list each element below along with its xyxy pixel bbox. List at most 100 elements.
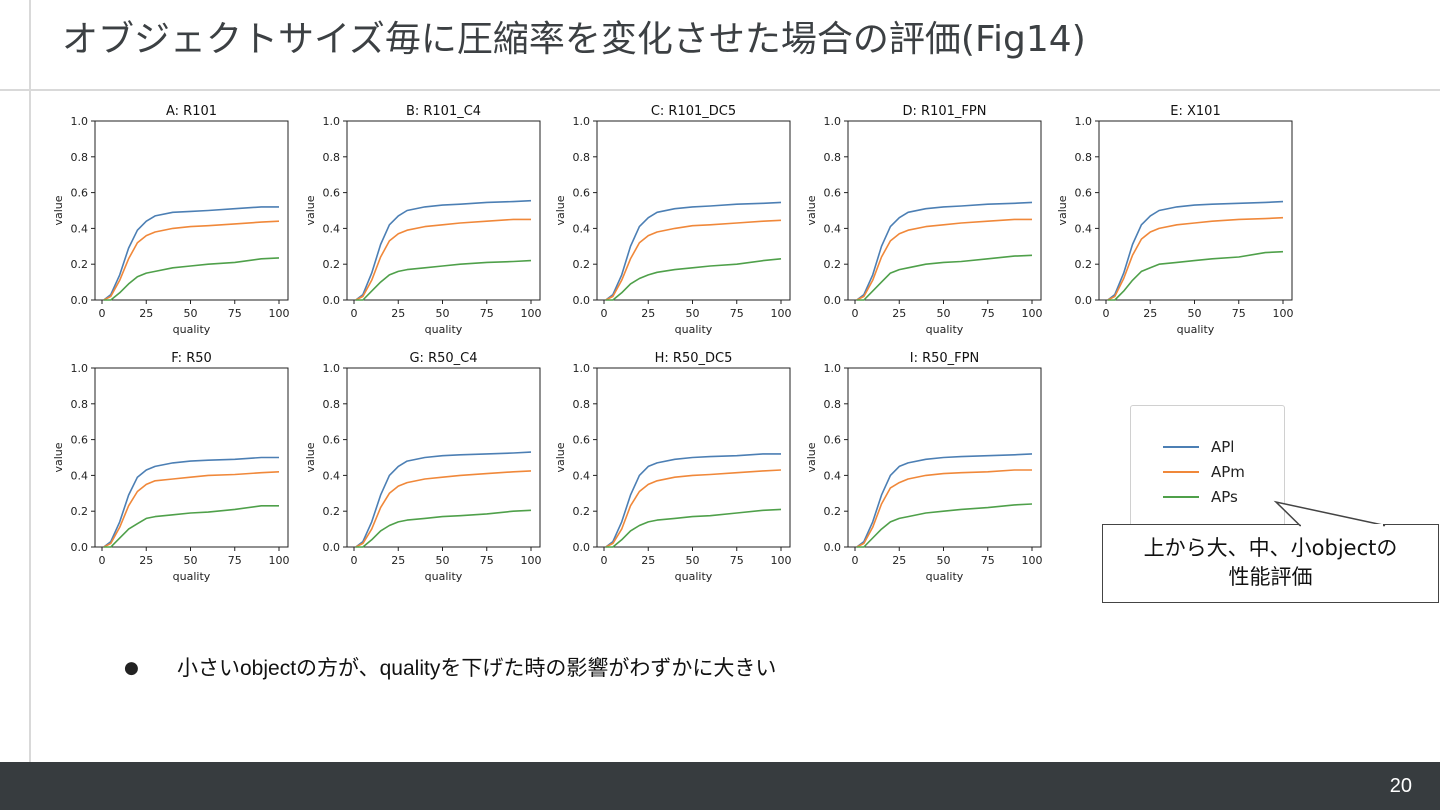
bullet-text: 小さいobjectの方が、qualityを下げた時の影響がわずかに大きい <box>177 657 777 680</box>
x-tick-label: 75 <box>1232 307 1246 320</box>
y-axis-label: value <box>1056 195 1069 225</box>
series-line-apl <box>605 453 781 548</box>
x-axis-label: quality <box>1177 323 1215 336</box>
legend-label-apl: APl <box>1211 438 1235 456</box>
y-tick-label: 0.0 <box>824 541 842 554</box>
y-tick-label: 0.4 <box>323 469 341 482</box>
y-tick-label: 1.0 <box>1075 115 1093 128</box>
y-tick-label: 0.8 <box>71 398 89 411</box>
x-tick-label: 50 <box>184 307 198 320</box>
x-tick-label: 50 <box>436 307 450 320</box>
bullet-dot-icon: ● <box>124 658 139 678</box>
plot-frame <box>596 120 791 301</box>
x-tick-label: 100 <box>1022 307 1043 320</box>
plot-frame <box>346 120 541 301</box>
chart-title: I: R50_FPN <box>910 351 979 366</box>
y-tick-label: 0.8 <box>323 398 341 411</box>
series-line-aps <box>355 259 532 301</box>
y-tick-label: 1.0 <box>824 115 842 128</box>
series-line-apl <box>856 453 1033 548</box>
x-tick-label: 0 <box>852 307 859 320</box>
y-tick-label: 0.2 <box>573 258 591 271</box>
y-tick-label: 0.8 <box>824 398 842 411</box>
y-tick-label: 1.0 <box>323 115 341 128</box>
x-axis-label: quality <box>926 323 964 336</box>
series-line-aps <box>605 258 782 301</box>
legend-label-aps: APs <box>1211 488 1238 506</box>
y-tick-label: 0.4 <box>1075 222 1093 235</box>
chart-3: C: R101_DC5 0.0 0.2 0.4 0.6 0.8 1.0 0 25 50 75 100 q… <box>554 104 792 336</box>
y-tick-label: 0.4 <box>824 469 842 482</box>
x-axis-label: quality <box>425 570 463 583</box>
x-tick-label: 50 <box>937 307 951 320</box>
series-line-apm <box>1107 216 1284 301</box>
y-axis-label: value <box>52 442 65 472</box>
y-tick-label: 1.0 <box>71 362 89 375</box>
series-line-apl <box>1107 200 1284 301</box>
y-tick-label: 1.0 <box>323 362 341 375</box>
legend-swatch-apl <box>1163 446 1199 448</box>
y-axis-label: value <box>52 195 65 225</box>
y-tick-label: 1.0 <box>573 115 591 128</box>
y-tick-label: 0.2 <box>1075 258 1093 271</box>
series-line-apm <box>856 469 1032 548</box>
legend-swatch-aps <box>1163 496 1199 498</box>
x-tick-label: 0 <box>99 307 106 320</box>
y-tick-label: 0.2 <box>824 505 842 518</box>
x-tick-label: 50 <box>1188 307 1202 320</box>
x-tick-label: 25 <box>641 307 655 320</box>
chart-title: C: R101_DC5 <box>651 104 736 119</box>
chart-title: B: R101_C4 <box>406 104 481 119</box>
callout-box: 上から大、中、小objectの 性能評価 <box>1102 524 1439 603</box>
y-axis-label: value <box>554 195 567 225</box>
plot-frame <box>94 120 289 301</box>
chart-5: E: X101 0.0 0.2 0.4 0.6 0.8 1.0 0 25 50 75 100 quali… <box>1056 104 1294 336</box>
series-line-apm <box>355 218 531 301</box>
x-tick-label: 0 <box>1103 307 1110 320</box>
y-tick-label: 0.6 <box>71 187 89 200</box>
series-line-aps <box>355 509 532 548</box>
series-line-apl <box>856 201 1033 301</box>
chart-6: F: R50 0.0 0.2 0.4 0.6 0.8 1.0 0 25 50 75 100 qualit… <box>52 351 290 583</box>
x-tick-label: 75 <box>228 307 242 320</box>
y-tick-label: 0.6 <box>824 187 842 200</box>
y-tick-label: 0.4 <box>573 469 591 482</box>
callout-text: 上から大、中、小objectの 性能評価 <box>1103 534 1438 592</box>
x-tick-label: 25 <box>892 554 906 567</box>
x-tick-label: 25 <box>139 307 153 320</box>
y-tick-label: 0.0 <box>573 294 591 307</box>
y-tick-label: 0.2 <box>323 258 341 271</box>
title-divider <box>0 89 1440 91</box>
footer-bar: 20 <box>0 762 1440 810</box>
series-line-apm <box>103 471 280 548</box>
y-tick-label: 1.0 <box>573 362 591 375</box>
legend-swatch-apm <box>1163 471 1199 473</box>
y-tick-label: 0.0 <box>573 541 591 554</box>
y-tick-label: 0.0 <box>1075 294 1093 307</box>
y-tick-label: 0.0 <box>824 294 842 307</box>
x-tick-label: 25 <box>1143 307 1157 320</box>
y-tick-label: 0.2 <box>71 258 89 271</box>
y-axis-label: value <box>805 442 818 472</box>
plot-frame <box>1098 120 1293 301</box>
x-tick-label: 50 <box>937 554 951 567</box>
series-line-apm <box>605 219 782 301</box>
chart-title: E: X101 <box>1170 104 1220 119</box>
series-line-apl <box>605 201 782 301</box>
x-tick-label: 25 <box>892 307 906 320</box>
chart-title: F: R50 <box>171 351 212 366</box>
series-line-aps <box>856 254 1033 301</box>
x-tick-label: 50 <box>686 307 700 320</box>
slide-title: オブジェクトサイズ毎に圧縮率を変化させた場合の評価(Fig14) <box>62 19 1086 60</box>
x-tick-label: 75 <box>981 554 995 567</box>
y-tick-label: 0.2 <box>824 258 842 271</box>
y-tick-label: 1.0 <box>71 115 89 128</box>
x-axis-label: quality <box>173 323 211 336</box>
y-tick-label: 0.6 <box>323 187 341 200</box>
chart-4: D: R101_FPN 0.0 0.2 0.4 0.6 0.8 1.0 0 25 50 75 100 q… <box>805 104 1043 336</box>
y-tick-label: 0.4 <box>71 469 89 482</box>
x-tick-label: 50 <box>184 554 198 567</box>
y-axis-label: value <box>304 442 317 472</box>
x-tick-label: 25 <box>641 554 655 567</box>
x-tick-label: 25 <box>139 554 153 567</box>
